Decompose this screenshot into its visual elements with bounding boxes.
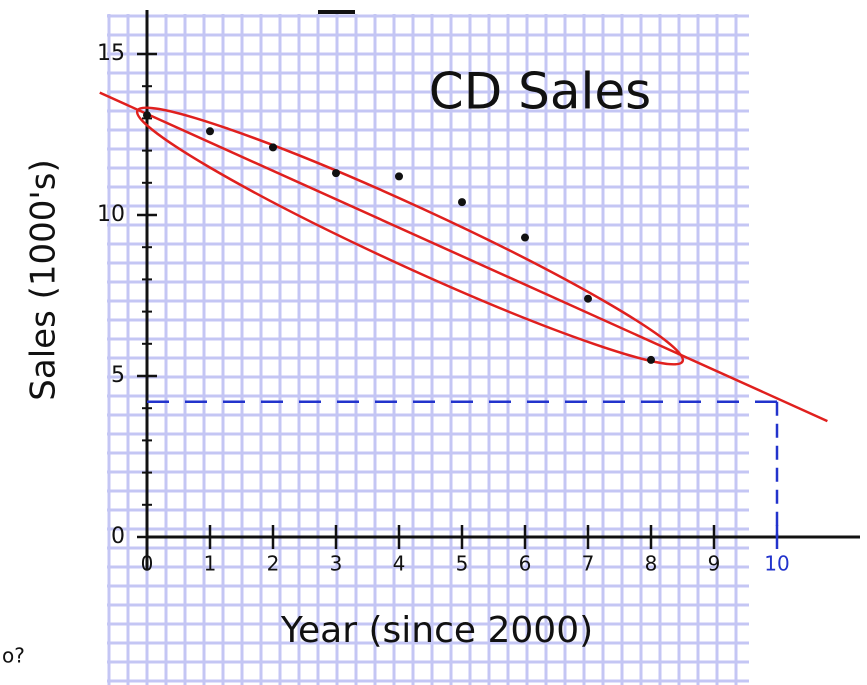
x-tick-label: 6 bbox=[519, 552, 532, 576]
y-tick-label: 10 bbox=[97, 202, 125, 227]
y-tick-label: 15 bbox=[97, 41, 125, 66]
x-tick-label: 3 bbox=[330, 552, 343, 576]
y-axis-label: Sales (1000's) bbox=[24, 159, 64, 400]
x-tick-label: 5 bbox=[456, 552, 469, 576]
trend-line bbox=[99, 91, 828, 423]
annotation: o? bbox=[2, 644, 25, 668]
x-tick-label: 10 bbox=[764, 552, 789, 576]
x-tick-label: 4 bbox=[393, 552, 406, 576]
point bbox=[143, 111, 151, 120]
x-tick-label: 2 bbox=[267, 552, 280, 576]
x-axis-label: Year (since 2000) bbox=[280, 610, 593, 651]
point bbox=[647, 355, 655, 364]
point bbox=[584, 294, 592, 303]
point bbox=[458, 198, 466, 207]
chart-title: CD Sales bbox=[429, 63, 651, 121]
x-tick-label: 9 bbox=[708, 552, 721, 576]
x-tick-label: 1 bbox=[204, 552, 217, 576]
x-tick-label: 7 bbox=[582, 552, 595, 576]
point bbox=[206, 127, 214, 136]
point bbox=[269, 143, 277, 152]
point bbox=[395, 172, 403, 181]
y-tick-label: 0 bbox=[111, 524, 125, 549]
x-tick-label: 0 bbox=[141, 552, 154, 576]
point bbox=[332, 169, 340, 178]
grid-paper bbox=[107, 14, 749, 685]
y-tick-label: 5 bbox=[111, 363, 125, 388]
x-tick-label: 8 bbox=[645, 552, 658, 576]
point bbox=[521, 233, 529, 242]
